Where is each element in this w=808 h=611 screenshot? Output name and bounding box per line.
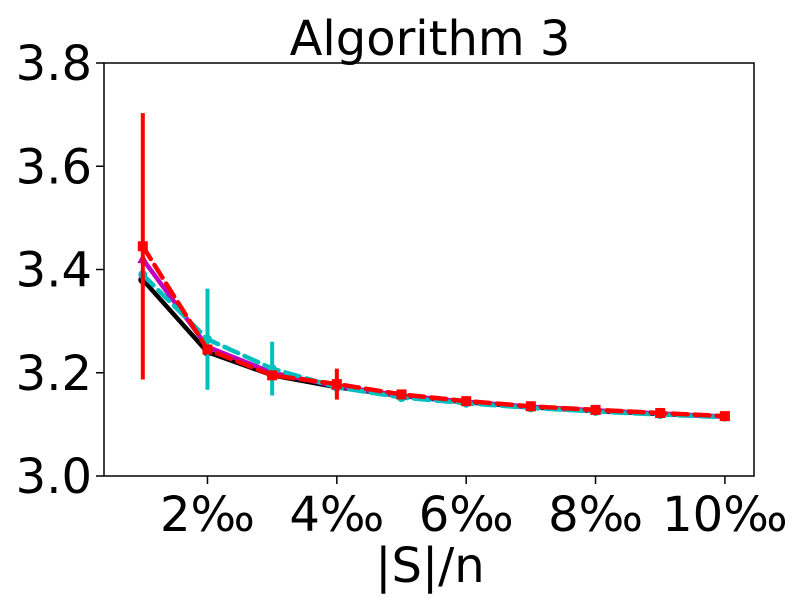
data-point [267, 370, 278, 381]
data-point [461, 396, 472, 407]
series-line [140, 244, 728, 419]
data-point [396, 389, 407, 400]
series-3 [137, 113, 730, 422]
series-line [140, 256, 728, 419]
chart-title: Algorithm 3 [290, 11, 571, 67]
data-point [655, 408, 666, 419]
data-point [202, 344, 213, 355]
data-point [202, 334, 212, 344]
plot-area: 3.0 3.2 3.4 3.6 3.8 2‰ 4‰ 6‰ 8‰ 10‰ [16, 36, 788, 543]
data-point [331, 379, 342, 390]
y-tick-label: 3.0 [16, 449, 92, 505]
x-tick-label: 2‰ [160, 487, 255, 543]
y-tick-label: 3.2 [16, 346, 92, 402]
x-tick-label: 4‰ [289, 487, 384, 543]
x-tick-label: 8‰ [548, 487, 643, 543]
data-point [719, 411, 730, 422]
y-tick-label: 3.6 [16, 139, 92, 195]
y-tick-label: 3.8 [16, 36, 92, 92]
data-point [137, 241, 148, 252]
plot-frame [103, 62, 755, 477]
x-tick-label: 10‰ [662, 487, 787, 543]
data-point [525, 401, 536, 412]
data-point [590, 404, 601, 415]
x-axis-label: |S|/n [375, 538, 484, 594]
x-tick-label: 6‰ [419, 487, 514, 543]
y-tick-label: 3.4 [16, 243, 92, 299]
